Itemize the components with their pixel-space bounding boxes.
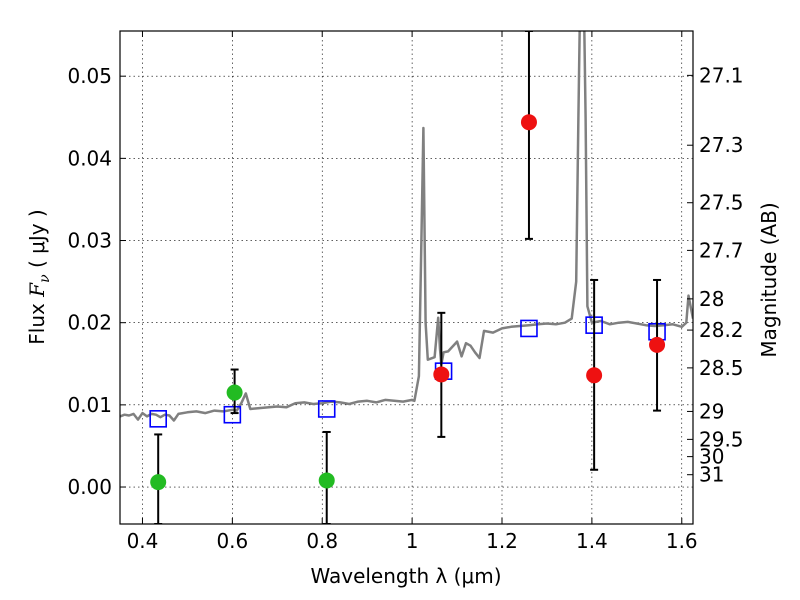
observed-flux-point xyxy=(226,384,243,401)
model-photometry-square xyxy=(223,405,242,424)
plot-frame xyxy=(119,30,694,525)
observed-flux-point xyxy=(433,366,450,383)
x-tick-label: 1.2 xyxy=(486,529,518,553)
y-axis-label: Flux Fν ( μJy ) xyxy=(25,209,53,344)
tick-marks xyxy=(120,31,693,524)
right-tick-label: 27.5 xyxy=(699,191,744,215)
x-tick-label: 1.6 xyxy=(666,529,698,553)
observed-flux-point xyxy=(318,472,335,489)
model-photometry-square xyxy=(149,410,167,428)
right-tick-label: 29.5 xyxy=(699,427,744,451)
y-tick-label: 0.05 xyxy=(67,64,112,88)
right-tick-label: 28.5 xyxy=(699,356,744,380)
y-axis-label-symbol: F xyxy=(25,282,49,298)
right-axis-label: Magnitude (AB) xyxy=(757,202,781,357)
x-tick-labels: 0.4 0.6 0.8 1 1.2 1.4 1.6 xyxy=(127,529,698,553)
x-tick-label: 0.6 xyxy=(216,529,248,553)
right-tick-label: 27.7 xyxy=(699,238,744,262)
right-tick-label: 31 xyxy=(699,463,724,487)
y-axis-label-prefix: Flux xyxy=(25,297,49,345)
model-photometry-square xyxy=(317,400,336,418)
right-tick-label: 27.1 xyxy=(699,63,744,87)
observed-flux-point xyxy=(586,367,603,384)
y-tick-label: 0.01 xyxy=(67,393,112,417)
right-tick-label: 30 xyxy=(699,445,724,469)
y-tick-labels: 0.00 0.01 0.02 0.03 0.04 0.05 xyxy=(67,64,112,499)
grid-lines xyxy=(120,31,693,524)
right-tick-label: 28.2 xyxy=(699,318,744,342)
x-axis-label: Wavelength λ (μm) xyxy=(310,564,501,588)
y-tick-label: 0.04 xyxy=(67,146,112,170)
model-photometry-square xyxy=(520,319,538,338)
y-axis-label-suffix: ( μJy ) xyxy=(25,209,49,274)
right-tick-label: 28 xyxy=(699,287,724,311)
plot-background xyxy=(120,31,693,524)
x-tick-label: 0.8 xyxy=(306,529,338,553)
x-tick-label: 1 xyxy=(406,529,419,553)
observed-flux-point xyxy=(649,336,666,353)
right-tick-label: 27.3 xyxy=(699,133,744,157)
y-axis-label-sub: ν xyxy=(37,274,53,283)
plot-marks xyxy=(120,31,693,524)
model-spectrum-line xyxy=(120,31,693,422)
y-tick-label: 0.03 xyxy=(67,229,112,253)
x-tick-label: 0.4 xyxy=(127,529,159,553)
y-tick-label: 0.02 xyxy=(67,311,112,335)
y-tick-label: 0.00 xyxy=(67,475,112,499)
observed-flux-point xyxy=(520,114,537,131)
right-tick-label: 29 xyxy=(699,399,724,423)
observed-flux-point xyxy=(150,474,167,491)
x-tick-label: 1.4 xyxy=(576,529,608,553)
